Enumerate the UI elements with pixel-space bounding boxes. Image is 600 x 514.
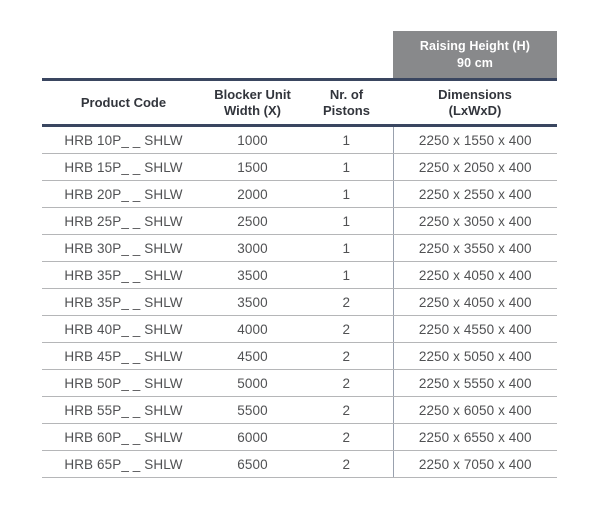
nr-of-pistons-cell: 1 xyxy=(300,125,393,154)
blocker-unit-width-cell: 3000 xyxy=(205,234,300,262)
raising-height-label: Raising Height (H) xyxy=(419,38,531,53)
column-header-label: Nr. of xyxy=(329,86,364,102)
table-row: HRB 40P_ _ SHLW 4000 2 2250 x 4550 x 400 xyxy=(42,315,557,343)
column-header-dimensions: Dimensions (LxWxD) xyxy=(393,78,557,127)
nr-of-pistons-cell: 1 xyxy=(300,180,393,208)
table-row: HRB 10P_ _ SHLW 1000 1 2250 x 1550 x 400 xyxy=(42,125,557,154)
product-code-cell: HRB 65P_ _ SHLW xyxy=(42,450,205,478)
blocker-unit-width-cell: 1500 xyxy=(205,153,300,181)
nr-of-pistons-cell: 2 xyxy=(300,369,393,397)
table-row: HRB 35P_ _ SHLW 3500 2 2250 x 4050 x 400 xyxy=(42,288,557,316)
blocker-unit-width-cell: 5500 xyxy=(205,396,300,424)
dimensions-cell: 2250 x 5050 x 400 xyxy=(392,342,557,370)
dimensions-cell: 2250 x 3050 x 400 xyxy=(392,207,557,235)
nr-of-pistons-cell: 1 xyxy=(300,234,393,262)
table-row: HRB 35P_ _ SHLW 3500 1 2250 x 4050 x 400 xyxy=(42,261,557,289)
column-header-label: Blocker Unit xyxy=(214,86,291,102)
table-row: HRB 55P_ _ SHLW 5500 2 2250 x 6050 x 400 xyxy=(42,396,557,424)
dimensions-cell: 2250 x 4050 x 400 xyxy=(392,261,557,289)
table-row: HRB 20P_ _ SHLW 2000 1 2250 x 2550 x 400 xyxy=(42,180,557,208)
raising-height-value: 90 cm xyxy=(457,55,493,70)
column-header-label: (LxWxD) xyxy=(448,102,502,118)
nr-of-pistons-cell: 2 xyxy=(300,450,393,478)
table-row: HRB 15P_ _ SHLW 1500 1 2250 x 2050 x 400 xyxy=(42,153,557,181)
product-code-cell: HRB 50P_ _ SHLW xyxy=(42,369,205,397)
product-code-cell: HRB 20P_ _ SHLW xyxy=(42,180,205,208)
dimensions-cell: 2250 x 3550 x 400 xyxy=(392,234,557,262)
dimensions-cell: 2250 x 4050 x 400 xyxy=(392,288,557,316)
blocker-unit-width-cell: 2500 xyxy=(205,207,300,235)
blocker-unit-width-cell: 2000 xyxy=(205,180,300,208)
nr-of-pistons-cell: 2 xyxy=(300,423,393,451)
table-row: HRB 50P_ _ SHLW 5000 2 2250 x 5550 x 400 xyxy=(42,369,557,397)
column-header-product-code: Product Code xyxy=(42,78,205,127)
raising-height-banner: Raising Height (H) 90 cm xyxy=(393,31,557,78)
column-header-label: Pistons xyxy=(323,102,370,118)
column-header-label: Product Code xyxy=(80,94,167,110)
table-header: Product Code Blocker Unit Width (X) Nr. … xyxy=(42,78,557,127)
spec-table: Product Code Blocker Unit Width (X) Nr. … xyxy=(42,78,557,478)
table-body: HRB 10P_ _ SHLW 1000 1 2250 x 1550 x 400… xyxy=(42,125,557,478)
product-code-cell: HRB 15P_ _ SHLW xyxy=(42,153,205,181)
product-code-cell: HRB 40P_ _ SHLW xyxy=(42,315,205,343)
blocker-unit-width-cell: 4500 xyxy=(205,342,300,370)
dimensions-cell: 2250 x 6050 x 400 xyxy=(392,396,557,424)
column-header-blocker-unit-width: Blocker Unit Width (X) xyxy=(205,78,300,127)
blocker-unit-width-cell: 5000 xyxy=(205,369,300,397)
product-code-cell: HRB 35P_ _ SHLW xyxy=(42,261,205,289)
blocker-unit-width-cell: 1000 xyxy=(205,125,300,154)
dimensions-cell: 2250 x 2550 x 400 xyxy=(392,180,557,208)
dimensions-cell: 2250 x 6550 x 400 xyxy=(392,423,557,451)
blocker-unit-width-cell: 3500 xyxy=(205,288,300,316)
dimensions-cell: 2250 x 7050 x 400 xyxy=(392,450,557,478)
nr-of-pistons-cell: 2 xyxy=(300,288,393,316)
nr-of-pistons-cell: 2 xyxy=(300,396,393,424)
dimensions-cell: 2250 x 5550 x 400 xyxy=(392,369,557,397)
blocker-unit-width-cell: 3500 xyxy=(205,261,300,289)
dimensions-cell: 2250 x 1550 x 400 xyxy=(392,125,557,154)
table-row: HRB 30P_ _ SHLW 3000 1 2250 x 3550 x 400 xyxy=(42,234,557,262)
dimensions-cell: 2250 x 2050 x 400 xyxy=(392,153,557,181)
blocker-unit-width-cell: 4000 xyxy=(205,315,300,343)
nr-of-pistons-cell: 2 xyxy=(300,342,393,370)
table-row: HRB 65P_ _ SHLW 6500 2 2250 x 7050 x 400 xyxy=(42,450,557,478)
product-code-cell: HRB 55P_ _ SHLW xyxy=(42,396,205,424)
blocker-unit-width-cell: 6000 xyxy=(205,423,300,451)
blocker-unit-width-cell: 6500 xyxy=(205,450,300,478)
product-code-cell: HRB 10P_ _ SHLW xyxy=(42,125,205,154)
dimensions-cell: 2250 x 4550 x 400 xyxy=(392,315,557,343)
product-code-cell: HRB 60P_ _ SHLW xyxy=(42,423,205,451)
table-row: HRB 25P_ _ SHLW 2500 1 2250 x 3050 x 400 xyxy=(42,207,557,235)
product-code-cell: HRB 35P_ _ SHLW xyxy=(42,288,205,316)
nr-of-pistons-cell: 1 xyxy=(300,207,393,235)
product-code-cell: HRB 25P_ _ SHLW xyxy=(42,207,205,235)
nr-of-pistons-cell: 1 xyxy=(300,261,393,289)
column-header-label: Dimensions xyxy=(438,86,512,102)
product-code-cell: HRB 30P_ _ SHLW xyxy=(42,234,205,262)
product-code-cell: HRB 45P_ _ SHLW xyxy=(42,342,205,370)
column-header-label: Width (X) xyxy=(224,102,281,118)
table-row: HRB 45P_ _ SHLW 4500 2 2250 x 5050 x 400 xyxy=(42,342,557,370)
nr-of-pistons-cell: 1 xyxy=(300,153,393,181)
header-row: Product Code Blocker Unit Width (X) Nr. … xyxy=(42,78,557,127)
column-header-nr-of-pistons: Nr. of Pistons xyxy=(300,78,393,127)
nr-of-pistons-cell: 2 xyxy=(300,315,393,343)
table-row: HRB 60P_ _ SHLW 6000 2 2250 x 6550 x 400 xyxy=(42,423,557,451)
